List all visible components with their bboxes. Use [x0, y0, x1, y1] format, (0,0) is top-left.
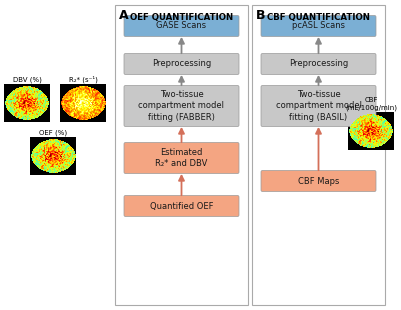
Text: B: B: [256, 9, 265, 22]
Text: Two-tissue
compartment model
fitting (FABBER): Two-tissue compartment model fitting (FA…: [138, 91, 225, 122]
FancyBboxPatch shape: [124, 143, 239, 174]
Text: CBF Maps: CBF Maps: [298, 176, 339, 185]
Bar: [4, 84, 50, 122]
Text: Quantified OEF: Quantified OEF: [150, 202, 213, 210]
Text: pcASL Scans: pcASL Scans: [292, 21, 345, 30]
Text: OEF QUANTIFICATION: OEF QUANTIFICATION: [130, 13, 233, 22]
Text: R₂* (s⁻¹): R₂* (s⁻¹): [69, 76, 97, 83]
Text: Estimated
R₂* and DBV: Estimated R₂* and DBV: [155, 148, 208, 168]
Text: CBF
(mL/100g/min): CBF (mL/100g/min): [345, 98, 397, 111]
FancyBboxPatch shape: [124, 86, 239, 126]
Text: Preprocessing: Preprocessing: [152, 60, 211, 69]
FancyBboxPatch shape: [261, 86, 376, 126]
Text: GASE Scans: GASE Scans: [156, 21, 207, 30]
Text: A: A: [119, 9, 129, 22]
FancyBboxPatch shape: [124, 54, 239, 74]
FancyBboxPatch shape: [261, 170, 376, 192]
Text: Preprocessing: Preprocessing: [289, 60, 348, 69]
Bar: [30, 137, 76, 175]
Bar: [115, 5, 248, 305]
Bar: [252, 5, 385, 305]
FancyBboxPatch shape: [261, 16, 376, 37]
Bar: [348, 112, 394, 150]
FancyBboxPatch shape: [124, 16, 239, 37]
FancyBboxPatch shape: [124, 196, 239, 216]
Bar: [60, 84, 106, 122]
FancyBboxPatch shape: [261, 54, 376, 74]
Text: OEF (%): OEF (%): [39, 130, 67, 136]
Text: CBF QUANTIFICATION: CBF QUANTIFICATION: [267, 13, 370, 22]
Text: DBV (%): DBV (%): [12, 77, 41, 83]
Text: Two-tissue
compartment model
fitting (BASIL): Two-tissue compartment model fitting (BA…: [275, 91, 361, 122]
